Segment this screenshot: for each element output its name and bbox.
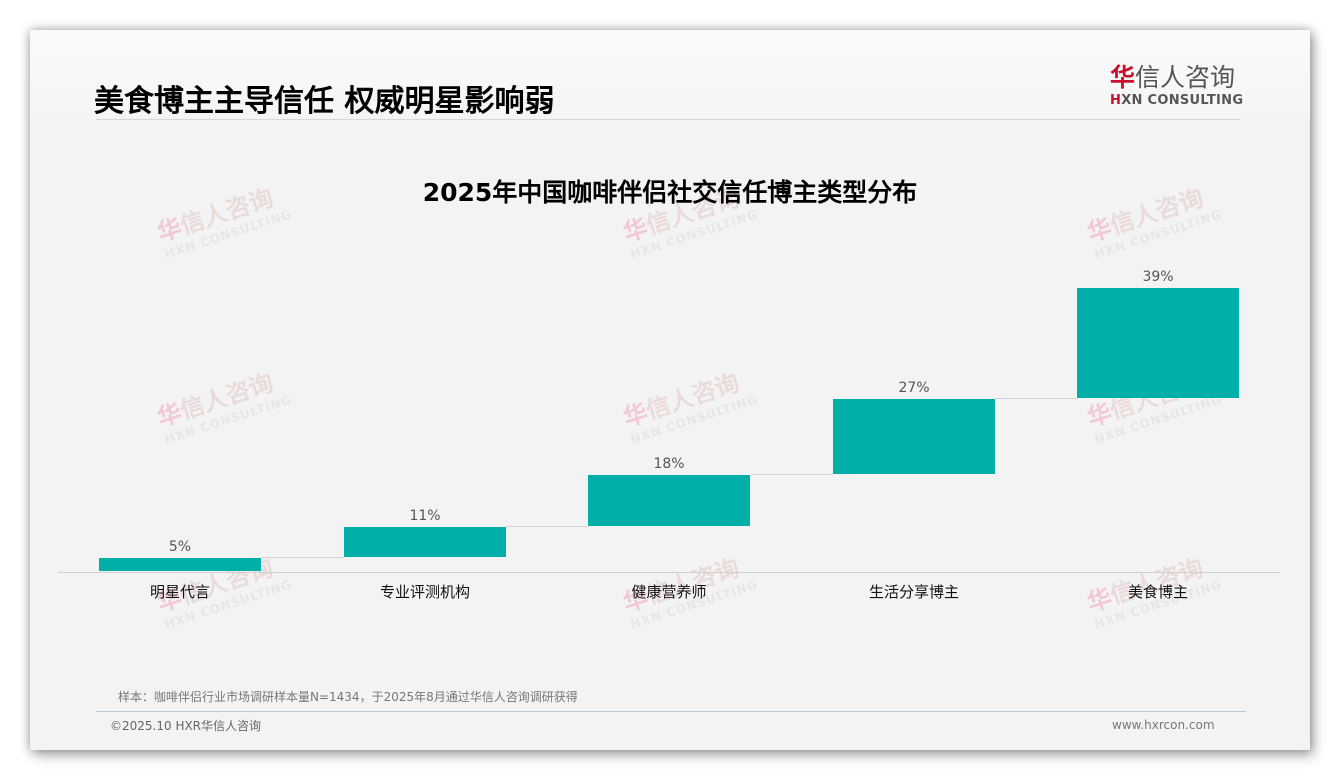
bar-value-label: 39%: [1142, 269, 1174, 285]
category-label: 美食博主: [1127, 583, 1188, 601]
brand-logo: 华信人咨询 HXN CONSULTING: [1110, 64, 1250, 109]
sample-note: 样本：咖啡伴侣行业市场调研样本量N=1434，于2025年8月通过华信人咨询调研…: [118, 690, 578, 704]
bar-value-label: 11%: [409, 507, 441, 524]
connector-line: [506, 525, 588, 527]
logo-english: HXN CONSULTING: [1110, 93, 1250, 108]
connector-line: [995, 397, 1077, 399]
connector-line: [750, 474, 833, 476]
logo-cn-text: 信人咨询: [1135, 63, 1236, 92]
logo-en-text: XN CONSULTING: [1121, 93, 1244, 108]
bar-1: [99, 557, 261, 571]
footer-divider: [96, 711, 1246, 712]
category-label: 明星代言: [149, 583, 210, 601]
connector-line: [261, 556, 344, 558]
bar-5: [1077, 288, 1239, 398]
chart-title: 2025年中国咖啡伴侣社交信任博主类型分布: [422, 178, 918, 207]
logo-accent-char: 华: [1110, 63, 1136, 92]
page-title: 美食博主主导信任 权威明星影响弱: [94, 84, 555, 119]
website-link[interactable]: www.hxrcon.com: [1112, 718, 1215, 732]
category-label: 健康营养师: [631, 583, 707, 601]
logo-mark-icon: H: [1110, 93, 1122, 108]
bar-value-label: 27%: [898, 379, 930, 396]
bar-2: [344, 526, 506, 557]
x-axis-baseline: [58, 572, 1280, 573]
slide-card: 美食博主主导信任 权威明星影响弱 华信人咨询 HXN CONSULTING 华信…: [30, 30, 1310, 750]
bar-value-label: 5%: [168, 538, 192, 555]
bar-3: [588, 475, 750, 526]
logo-chinese: 华信人咨询: [1110, 64, 1250, 92]
header-divider: [96, 119, 1240, 120]
category-label: 生活分享博主: [868, 583, 959, 601]
bar-4: [833, 398, 995, 475]
copyright: ©2025.10 HXR华信人咨询: [110, 719, 262, 733]
category-label: 专业评测机构: [379, 583, 470, 601]
bar-value-label: 18%: [653, 456, 685, 473]
header-band: [30, 30, 1310, 118]
